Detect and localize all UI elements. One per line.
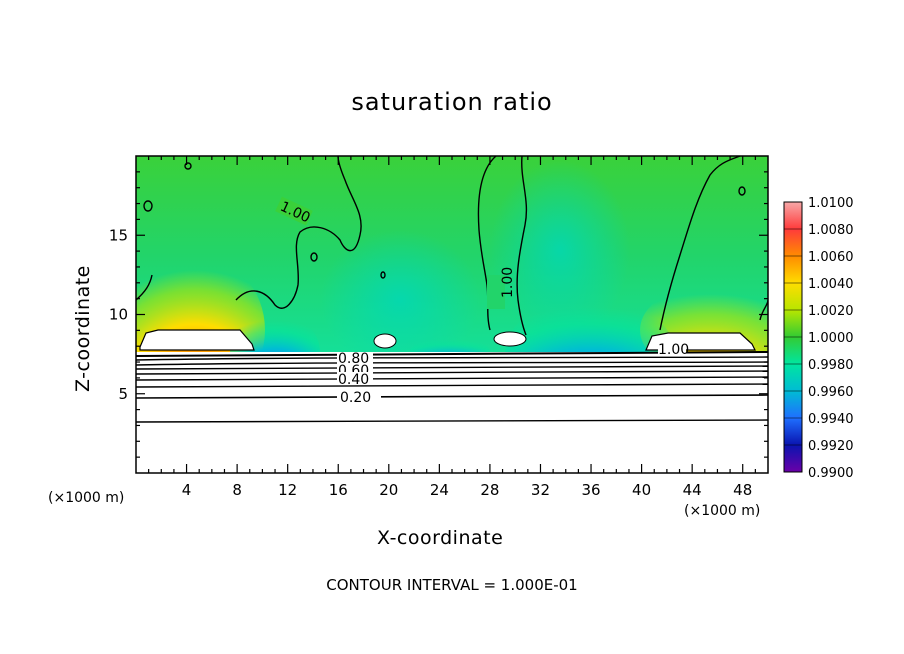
x-axis-label: X-coordinate	[377, 527, 504, 549]
cloud-blob	[373, 333, 397, 349]
dry-layer	[136, 352, 768, 473]
x-tick-label: 36	[581, 481, 600, 499]
cloud-blob	[493, 331, 527, 347]
y-axis: 5 10 15	[109, 171, 768, 458]
x-tick-label: 12	[278, 481, 297, 499]
contour-label: 0.40	[338, 372, 369, 388]
colorbar-label: 1.0040	[808, 277, 854, 292]
x-tick-label: 8	[232, 481, 242, 499]
colorbar-label: 1.0060	[808, 250, 854, 265]
teal-patch	[320, 230, 480, 370]
y-axis-label: Z-coordinate	[72, 265, 94, 392]
contour-label: 1.00	[500, 267, 516, 298]
contour-lines-lower	[136, 351, 768, 423]
y-tick-label: 15	[109, 226, 128, 244]
contour-label: 0.80	[338, 351, 369, 367]
x-tick-label: 40	[632, 481, 651, 499]
cloud-cap-left	[139, 329, 255, 351]
contour-interval-note: CONTOUR INTERVAL = 1.000E-01	[326, 576, 578, 594]
x-axis-unit-right: (×1000 m)	[684, 503, 761, 519]
heatmap-field: 1.00 1.00 1.00 0.80 0.60 0.40 0.20	[136, 156, 768, 473]
x-tick-label: 28	[480, 481, 499, 499]
colorbar-label: 0.9960	[808, 385, 854, 400]
contour-lines-upper	[136, 156, 768, 336]
x-tick-label: 32	[531, 481, 550, 499]
x-tick-label: 44	[683, 481, 702, 499]
y-tick-label: 5	[118, 385, 128, 403]
colorbar-label: 1.0080	[808, 223, 854, 238]
colorbar-label: 0.9920	[808, 439, 854, 454]
x-tick-label: 4	[182, 481, 192, 499]
x-tick-label: 20	[379, 481, 398, 499]
teal-patch	[490, 160, 630, 340]
x-tick-label: 16	[329, 481, 348, 499]
colorbar-label: 0.9980	[808, 358, 854, 373]
colorbar-label: 0.9940	[808, 412, 854, 427]
x-axis: 4 8 12 16 20 24 28 32 36 40 44 48	[148, 156, 756, 499]
colorbar: 1.0100 1.0080 1.0060 1.0040 1.0020 1.0000 0.99…	[783, 196, 854, 481]
y-tick-label: 10	[109, 306, 128, 324]
chart-title: saturation ratio	[351, 88, 553, 116]
x-axis-unit-left: (×1000 m)	[48, 490, 125, 506]
colorbar-label: 1.0000	[808, 331, 854, 346]
x-tick-label: 48	[733, 481, 752, 499]
colorbar-label: 1.0020	[808, 304, 854, 319]
colorbar-label: 1.0100	[808, 196, 854, 211]
x-tick-label: 24	[430, 481, 449, 499]
contour-label: 0.20	[340, 390, 371, 406]
contour-label: 1.00	[658, 342, 689, 358]
colorbar-label: 0.9900	[808, 466, 854, 481]
